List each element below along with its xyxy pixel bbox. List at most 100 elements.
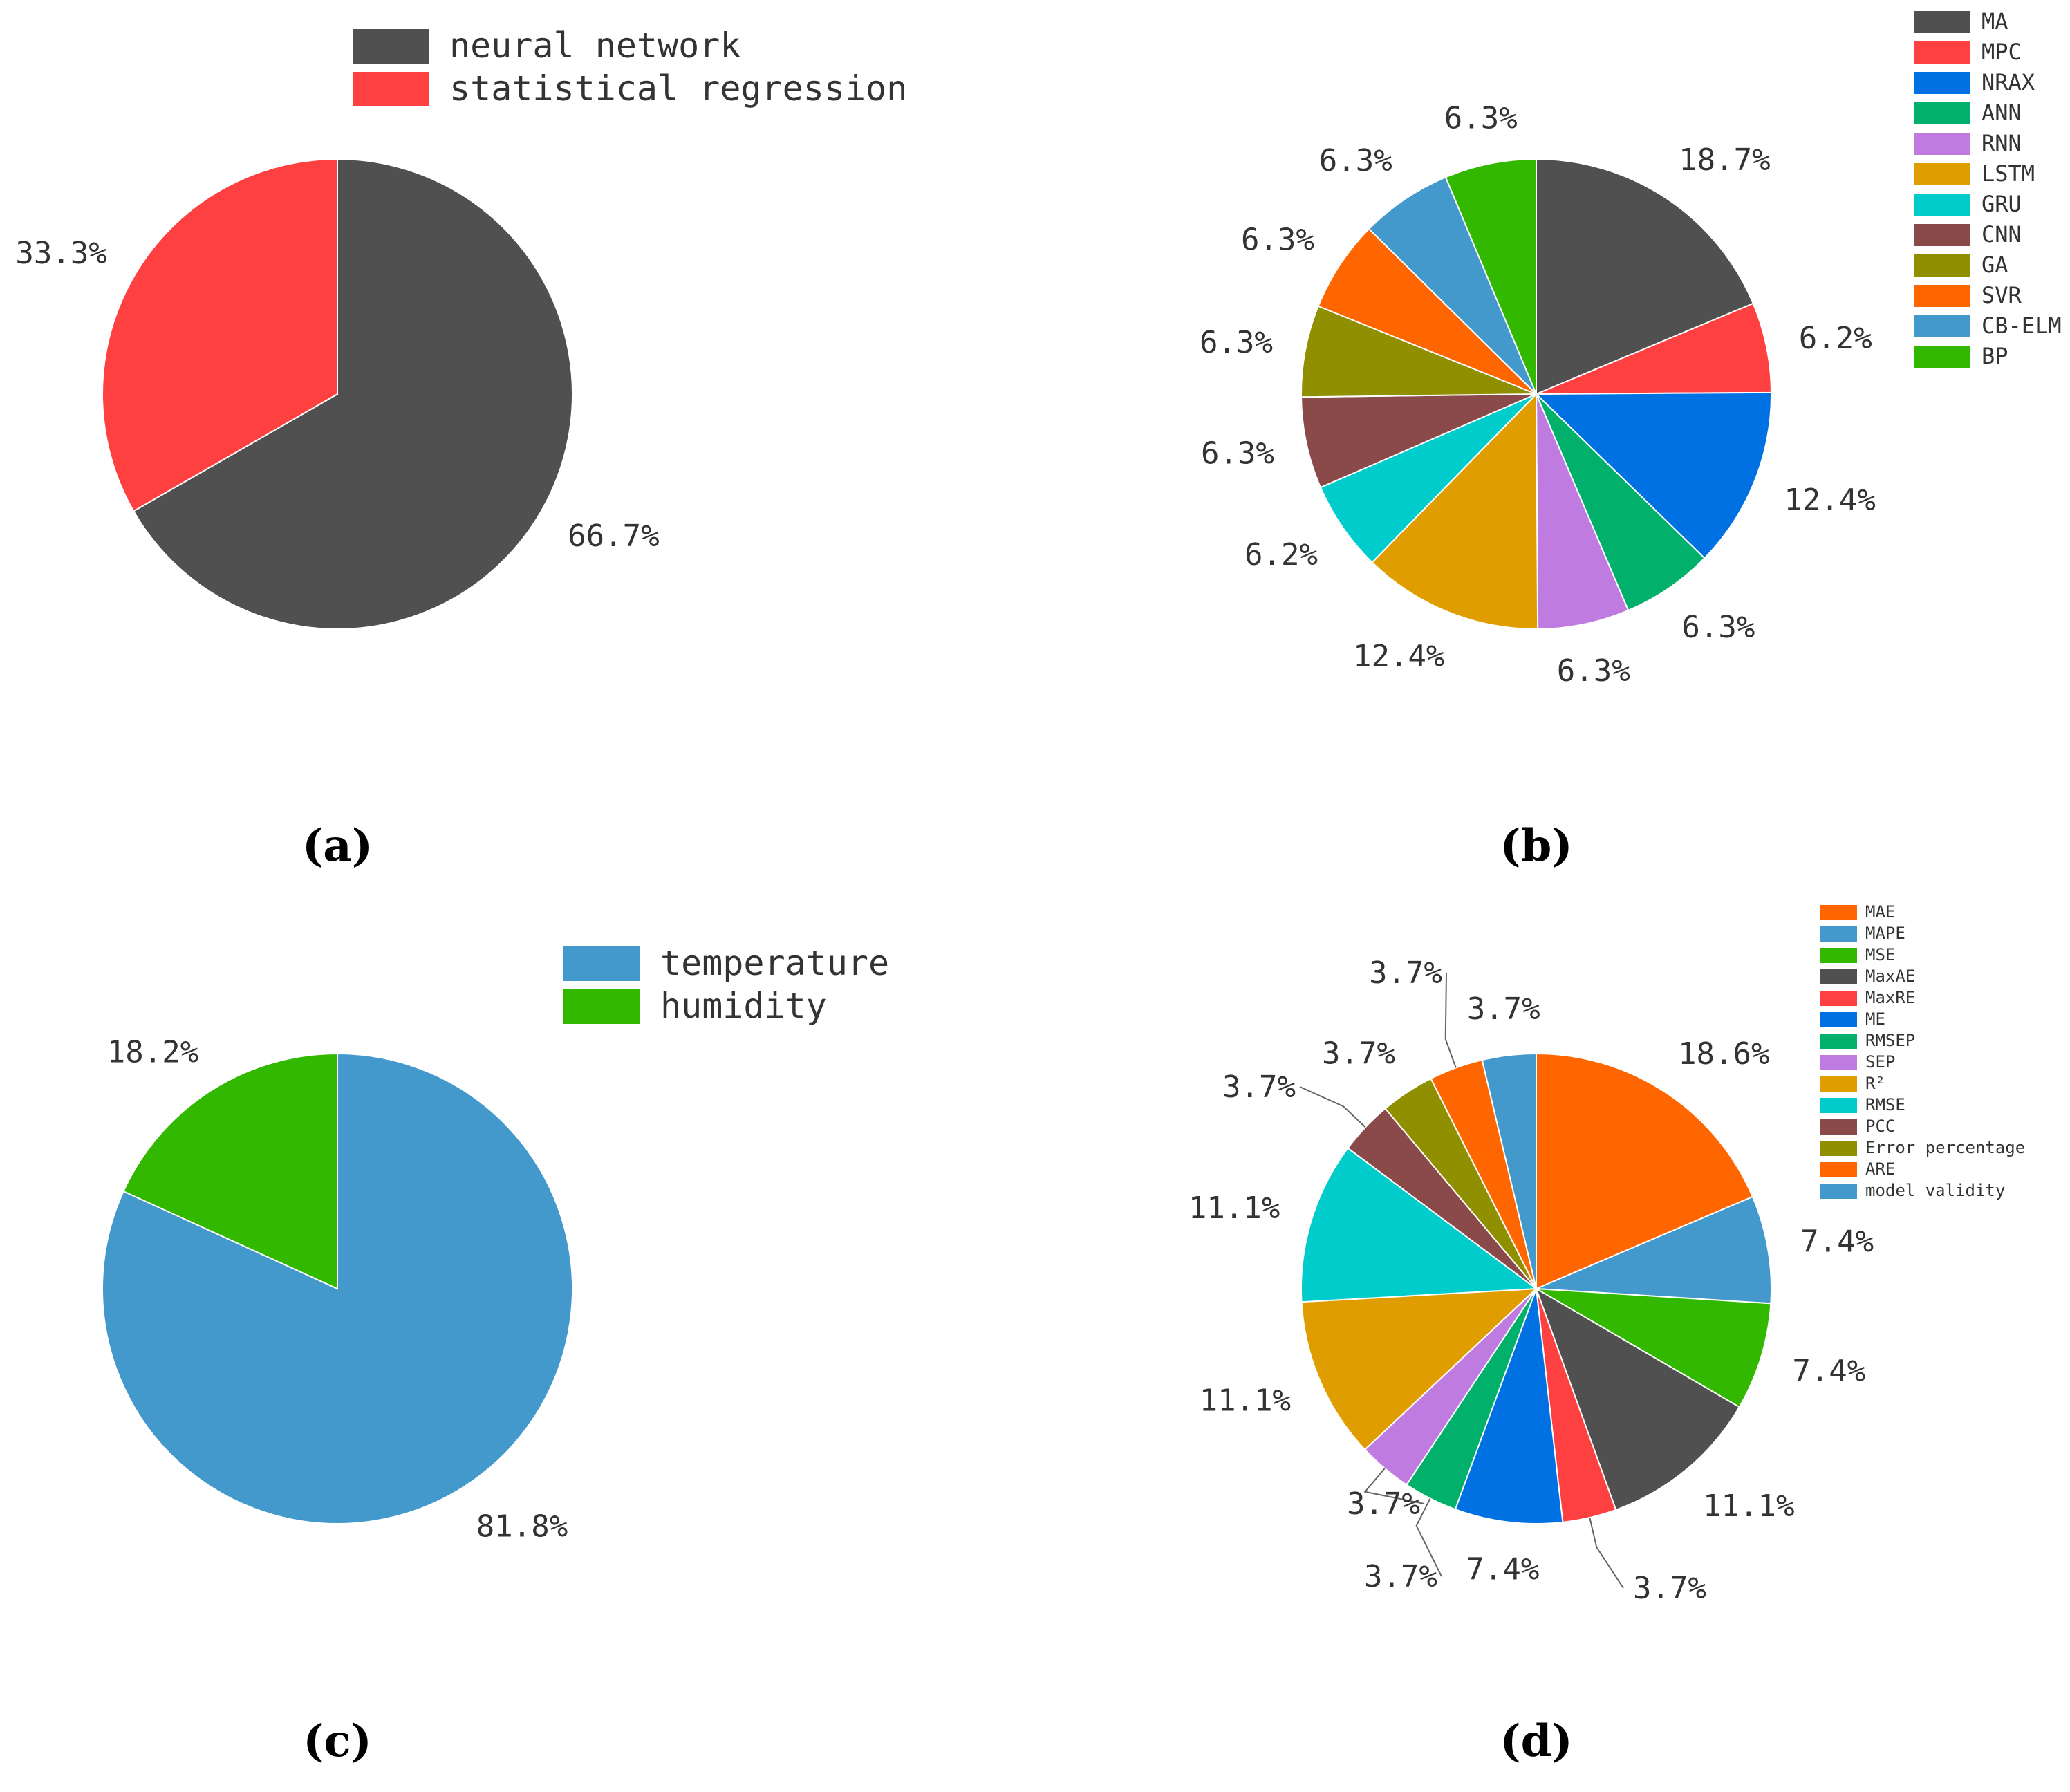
leader-line (1444, 972, 1457, 1068)
legend-label: CNN (1982, 221, 2022, 248)
legend-label: MaxRE (1865, 988, 1915, 1007)
leader-line (1363, 1468, 1425, 1504)
leader-line (1589, 1517, 1624, 1589)
pie-slice-rnn (1536, 393, 1630, 630)
legend-swatch (1820, 905, 1857, 920)
panel-label: (c) (303, 1715, 372, 1767)
legend-label: humidity (660, 986, 827, 1026)
pct-label: 11.1% (1200, 1383, 1291, 1418)
legend-label: model validity (1865, 1181, 2005, 1200)
pct-label: 6.3% (1241, 222, 1314, 257)
panel-label: (a) (302, 820, 373, 872)
legend-label: GA (1982, 252, 2008, 278)
legend-swatch (1914, 254, 1970, 277)
legend-label: LSTM (1982, 160, 2035, 187)
pct-label: 3.7% (1322, 1036, 1395, 1071)
pct-label: 3.7% (1222, 1070, 1296, 1105)
pie-slice-lstm (1371, 392, 1539, 630)
panel-label: (d) (1500, 1715, 1572, 1767)
legend: MAE MAPE MSE MaxAE MaxRE ME RMSEP SEP R² RMSE PCC E… (1820, 902, 2025, 1200)
pct-label: 6.2% (1244, 537, 1318, 572)
pct-label: 3.7% (1369, 955, 1442, 991)
pie-slice-ma (1536, 158, 1755, 395)
legend-label: ME (1865, 1009, 1885, 1029)
legend-swatch (1820, 1076, 1857, 1092)
legend-swatch (1914, 224, 1970, 246)
legend-label: MPC (1982, 39, 2022, 65)
legend-label: MSE (1865, 945, 1895, 964)
legend-swatch (1914, 346, 1970, 368)
pie-slice-cnn (1300, 393, 1537, 489)
legend-label: RMSE (1865, 1095, 1905, 1114)
pie-slice-me (1454, 1288, 1564, 1524)
legend-swatch (1914, 102, 1970, 124)
panel-label: (b) (1500, 820, 1572, 872)
pct-label: 7.4% (1800, 1224, 1874, 1260)
pct-label: 18.7% (1679, 142, 1770, 178)
legend-label: MAE (1865, 902, 1895, 922)
pct-label: 6.3% (1319, 143, 1392, 178)
legend-label: PCC (1865, 1117, 1895, 1136)
pct-label: 6.3% (1557, 653, 1630, 689)
legend-swatch (1914, 285, 1970, 307)
pie-slice-rmse (1300, 1147, 1538, 1303)
pie-slice-bp (1444, 158, 1537, 395)
pie-slice-gru (1319, 393, 1537, 563)
pct-label: 18.6% (1678, 1036, 1769, 1072)
legend-swatch (563, 989, 640, 1024)
pct-label: 12.4% (1353, 639, 1444, 674)
legend-swatch (1820, 1119, 1857, 1135)
legend-swatch (1914, 41, 1970, 64)
pie-slice-cb-elm (1368, 176, 1537, 395)
pct-label: 6.3% (1681, 610, 1755, 645)
legend-label: CB-ELM (1982, 312, 2062, 339)
pct-label: 3.7% (1364, 1559, 1437, 1594)
legend-swatch (1820, 1141, 1857, 1156)
pct-label: 3.7% (1347, 1486, 1420, 1522)
pie-slice-statistical-regression (102, 158, 338, 512)
legend-label: temperature (660, 943, 889, 983)
pct-label: 3.7% (1467, 991, 1540, 1027)
pct-label: 6.3% (1201, 436, 1274, 472)
pct-label: 33.3% (15, 236, 106, 271)
pie-chart-b: 18.7% 6.2% 12.4% 6.3% 6.3% 12.4% 6.2% 6.3% 6.3% 6… (1200, 8, 2062, 872)
pie-slice-mpc (1536, 302, 1772, 395)
pct-label: 81.8% (476, 1509, 568, 1544)
legend-label: BP (1982, 343, 2008, 369)
legend-swatch (1820, 1098, 1857, 1113)
pie-slice-r- (1300, 1287, 1538, 1451)
legend-label: MaxAE (1865, 967, 1915, 986)
legend-swatch (353, 72, 429, 106)
legend-swatch (1820, 1184, 1857, 1199)
pie-slice-maxae (1535, 1287, 1741, 1511)
legend-label: MA (1982, 8, 2008, 35)
legend-label: RNN (1982, 130, 2022, 156)
legend-swatch (1820, 1055, 1857, 1070)
leader-line (1299, 1086, 1366, 1128)
pie-slice-model-validity (1481, 1052, 1537, 1289)
pie-slice-ann (1536, 393, 1706, 612)
legend-swatch (1914, 194, 1970, 216)
legend-label: GRU (1982, 191, 2022, 217)
legend-swatch (1820, 969, 1857, 984)
legend-swatch (1820, 1034, 1857, 1049)
legend-swatch (1820, 991, 1857, 1006)
legend-label: neural network (449, 26, 740, 66)
legend-label: statistical regression (449, 68, 907, 109)
pie-slice-mae (1536, 1052, 1754, 1290)
legend-label: SEP (1865, 1052, 1895, 1072)
pct-label: 6.3% (1444, 100, 1518, 136)
legend: MA MPC NRAX ANN RNN LSTM GRU CNN GA SVR CB-ELM BP (1914, 8, 2062, 369)
legend-label: RMSEP (1865, 1031, 1915, 1050)
legend-label: R² (1865, 1074, 1885, 1093)
legend-swatch (1914, 72, 1970, 94)
leader-line (1415, 1497, 1442, 1577)
pct-label: 6.2% (1799, 321, 1872, 356)
legend-swatch (1820, 948, 1857, 963)
legend-swatch (1914, 133, 1970, 155)
